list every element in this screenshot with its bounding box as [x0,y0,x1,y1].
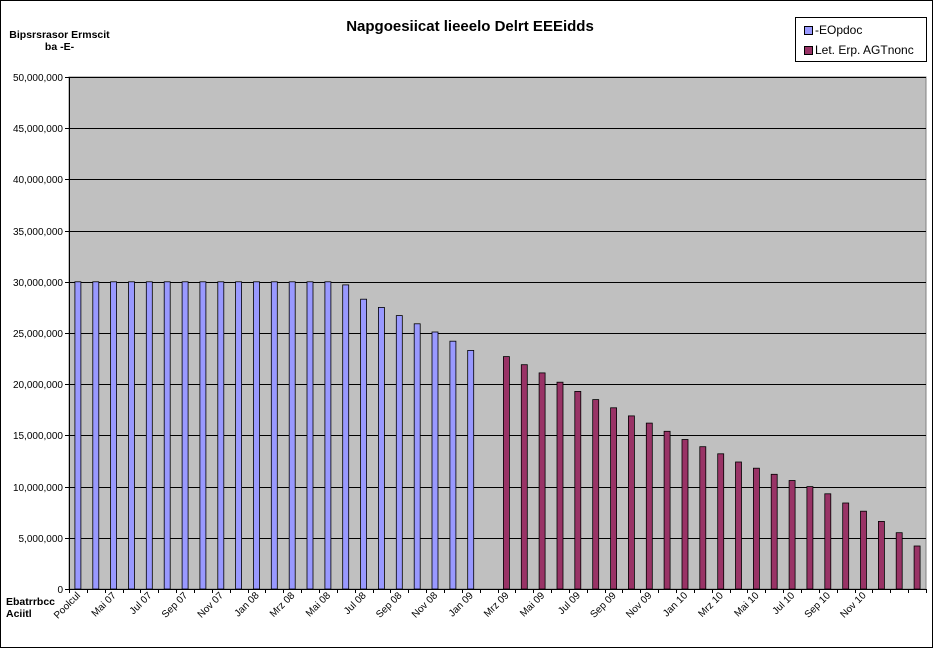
bar-series-1 [377,306,385,590]
bar-series-2 [520,364,528,590]
y-tick-label: 20,000,000 [13,380,63,391]
x-tick-label: Sep 10 [803,590,833,620]
y-axis-label-line-1: Bipsrsrasor Ermscit [9,29,110,41]
bar-series-1 [128,281,135,590]
x-tick-label: Jul 07 [128,590,155,617]
bar-series-1 [92,281,100,590]
bar-series-1 [306,281,314,590]
y-tick-label: 10,000,000 [13,483,63,494]
x-tick-label: Mai 07 [90,590,119,619]
bar-series-2 [806,486,814,590]
y-tick-label: 50,000,000 [13,73,63,84]
x-tick-label: Jul 10 [771,590,798,617]
y-tick-label: 5,000,000 [19,534,64,545]
x-tick-label: Mai 08 [304,590,333,619]
bar-series-2 [878,521,885,590]
x-tick-label: Mrz 09 [482,590,512,620]
bar-series-2 [842,502,850,590]
x-axis-label-line-2: Aciitl [6,608,32,620]
x-axis-label-line-1: Ebatrrbcc [6,596,56,608]
bar-series-1 [431,331,439,590]
bar-series-1 [324,281,332,590]
bar-series-2 [699,446,707,590]
x-tick-label: Nov 09 [624,590,654,620]
y-tick-label: 40,000,000 [13,175,63,186]
chart-title: Napgoesiicat lieeelo Delrt EEEidds [346,18,594,35]
bar-series-1 [413,323,421,590]
bar-series-1 [217,281,225,590]
bar-series-2 [628,415,635,590]
x-tick-label: Sep 09 [589,590,619,620]
x-tick-label: Nov 08 [410,590,440,620]
y-tick-label: 0 [57,585,63,596]
bar-series-1 [145,281,153,590]
bar-series-1 [288,281,296,590]
y-tick-label: 25,000,000 [13,329,63,340]
bar-series-2 [681,439,689,590]
bar-series-1 [110,281,117,590]
bar-series-1 [235,281,243,590]
bar-series-2 [663,430,671,590]
bar-series-2 [592,399,600,590]
bar-series-1 [342,284,350,590]
bar-series-2 [735,461,742,590]
legend-label-series-1: -EOpdoc [815,23,863,37]
bar-series-2 [770,473,778,590]
bar-series-2 [645,422,653,590]
legend-item-series-1: -EOpdoc [804,22,862,38]
bar-series-1 [163,281,171,590]
bar-series-2 [610,407,617,590]
legend-label-series-2: Let. Erp. AGTnonc [815,43,914,57]
bar-series-2 [788,480,796,590]
x-tick-label: Mai 09 [518,590,547,619]
x-tick-label: Sep 07 [160,590,190,620]
x-tick-label: Jul 09 [556,590,583,617]
bar-series-2 [502,356,510,590]
bar-series-2 [860,510,867,590]
bar-series-1 [253,281,260,590]
legend-swatch-series-1 [804,26,813,36]
bar-series-2 [574,390,582,590]
bar-series-2 [753,467,760,590]
x-tick-label: Mrz 10 [696,590,726,620]
bar-series-1 [270,281,278,590]
bar-series-2 [824,493,832,590]
bar-series-2 [717,453,725,590]
bar-series-2 [556,381,564,590]
bar-series-1 [395,315,403,590]
x-axis-label: Ebatrrbcc Aciitl [6,596,66,620]
x-tick-label: Nov 10 [838,590,868,620]
x-tick-label: Mrz 08 [268,590,298,620]
y-tick-label: 45,000,000 [13,124,63,135]
bar-series-2 [538,372,546,590]
x-tick-label: Nov 07 [196,590,226,620]
y-tick-label: 30,000,000 [13,278,63,289]
legend-item-series-2: Let. Erp. AGTnonc [804,42,914,58]
bar-series-2 [895,532,903,590]
bar-series-1 [74,281,82,590]
legend: -EOpdoc Let. Erp. AGTnonc [795,17,927,62]
x-tick-label: Jan 09 [447,590,476,619]
x-tick-label: Jan 10 [661,590,690,619]
x-tick-label: Jan 08 [233,590,262,619]
y-tick-label: 15,000,000 [13,431,63,442]
y-tick-label: 35,000,000 [13,227,63,238]
x-tick-label: Jul 08 [342,590,369,617]
y-axis-label: Bipsrsrasor Ermscit ba -E- [2,29,117,53]
x-tick-label: Sep 08 [374,590,404,620]
bar-series-1 [449,340,457,590]
x-tick-label: Mai 10 [733,590,762,619]
bar-series-1 [360,298,368,590]
legend-swatch-series-2 [804,46,813,56]
bar-series-1 [199,281,207,590]
bar-series-1 [181,281,189,590]
bar-series-1 [467,349,475,590]
y-axis-label-line-2: ba -E- [44,41,75,53]
bar-series-2 [913,545,921,590]
